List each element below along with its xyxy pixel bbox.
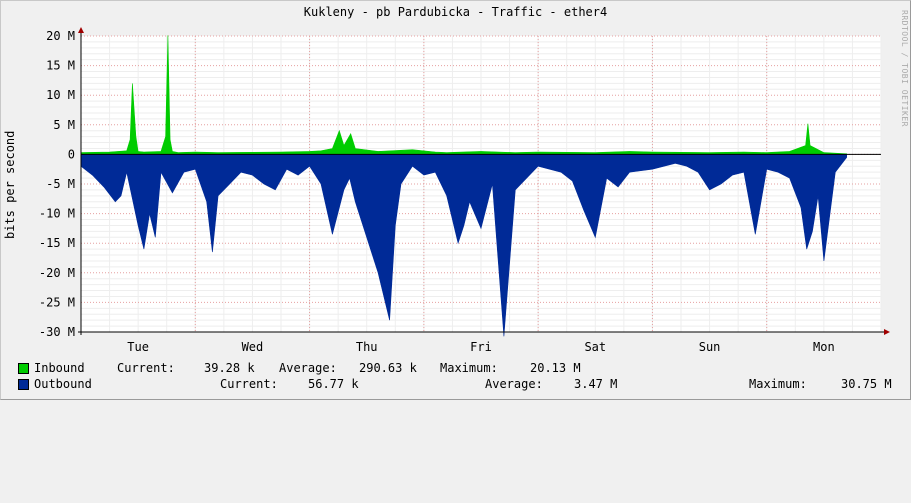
- inbound-swatch: [18, 363, 29, 374]
- outbound-average-value: 3.47 M: [574, 377, 618, 391]
- outbound-swatch: [18, 379, 29, 390]
- traffic-chart: 20 M 15 M 10 M 5 M 0 -5 M -10 M -15 M -20 M -25 M…: [39, 27, 890, 354]
- y-tick-label: 5 M: [53, 118, 75, 132]
- chart-title: Kukleny - pb Pardubicka - Traffic - ethe…: [303, 5, 608, 19]
- x-tick-label: Mon: [813, 340, 835, 354]
- outbound-average-label: Average:: [485, 377, 543, 391]
- inbound-current-label: Current:: [117, 361, 175, 375]
- series-outbound-area: [80, 154, 848, 337]
- inbound-average-value: 290.63 k: [359, 361, 417, 375]
- y-tick-label: -10 M: [39, 207, 75, 221]
- outbound-current-label: Current:: [220, 377, 278, 391]
- y-tick-label: -20 M: [39, 266, 75, 280]
- x-tick-label: Wed: [242, 340, 264, 354]
- inbound-average-label: Average:: [279, 361, 337, 375]
- series-inbound-area: [80, 35, 848, 155]
- outbound-maximum-label: Maximum:: [749, 377, 807, 391]
- inbound-name: Inbound: [34, 361, 85, 375]
- y-tick-label: 15 M: [46, 59, 75, 73]
- rrdtool-watermark: RRDTOOL / TOBI OETIKER: [900, 10, 909, 127]
- outbound-name: Outbound: [34, 377, 92, 391]
- legend-inbound: Inbound Current: 39.28 k Average: 290.63…: [0, 361, 581, 375]
- x-tick-label: Tue: [127, 340, 149, 354]
- y-tick-label: -15 M: [39, 236, 75, 250]
- y-tick-label: 20 M: [46, 29, 75, 43]
- y-tick-label: -5 M: [46, 177, 75, 191]
- inbound-maximum-value: 20.13 M: [530, 361, 581, 375]
- x-tick-label: Sat: [584, 340, 606, 354]
- y-tick-label: -30 M: [39, 325, 75, 339]
- y-tick-label: 10 M: [46, 88, 75, 102]
- x-tick-label: Sun: [699, 340, 721, 354]
- outbound-current-value: 56.77 k: [308, 377, 359, 391]
- x-tick-label: Thu: [356, 340, 378, 354]
- y-tick-label: 0: [68, 147, 75, 161]
- x-tick-label: Fri: [470, 340, 492, 354]
- legend-outbound: Outbound Current: 56.77 k Average: 3.47 …: [0, 377, 892, 391]
- inbound-current-value: 39.28 k: [204, 361, 255, 375]
- outbound-maximum-value: 30.75 M: [841, 377, 892, 391]
- inbound-maximum-label: Maximum:: [440, 361, 498, 375]
- x-axis-arrow: [884, 329, 890, 335]
- y-tick-label: -25 M: [39, 295, 75, 309]
- y-axis-arrow: [78, 27, 84, 33]
